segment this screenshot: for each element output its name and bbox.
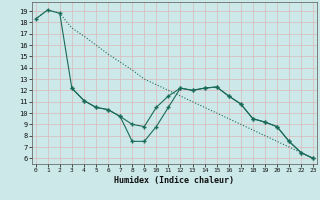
X-axis label: Humidex (Indice chaleur): Humidex (Indice chaleur) bbox=[115, 176, 234, 185]
